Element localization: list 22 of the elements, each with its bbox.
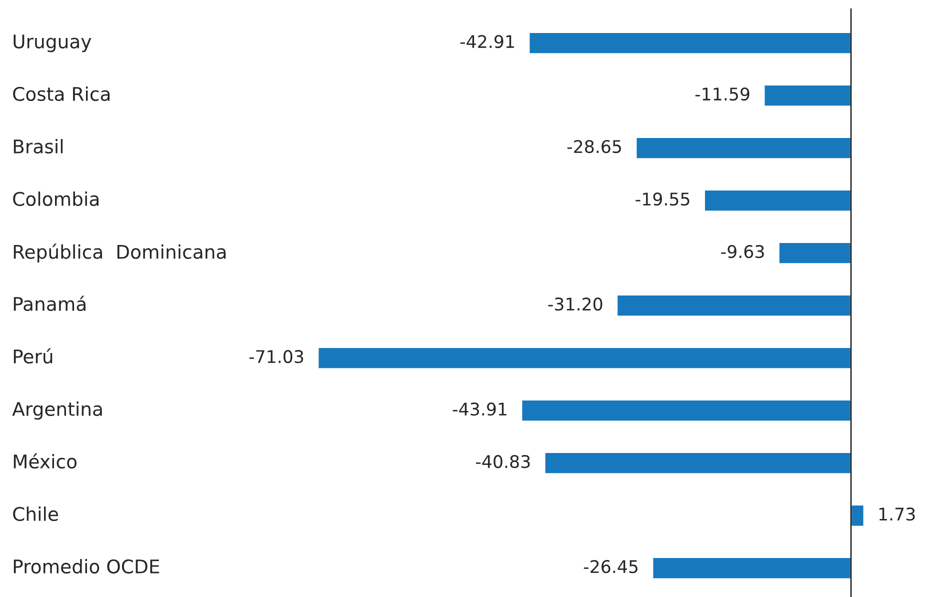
y-tick-label: Brasil	[14, 139, 63, 154]
y-tick-label: Costa Rica	[13, 86, 110, 102]
y-tick-label: Uruguay	[14, 34, 92, 52]
y-tick-label: México	[14, 453, 77, 469]
data-label: -31.20	[548, 298, 602, 311]
y-tick-label: Chile	[13, 506, 58, 522]
data-label: -28.65	[567, 140, 621, 154]
y-tick-label: Panamá	[14, 296, 86, 312]
y-tick-label: Perú	[14, 348, 52, 364]
y-tick-label: Colombia	[13, 192, 98, 206]
data-label: -43.91	[452, 402, 506, 416]
y-tick-label: República Dominicana	[14, 244, 226, 263]
y-tick-label: Promedio OCDE	[14, 559, 160, 574]
data-label: -11.59	[695, 87, 750, 101]
y-tick-label: Argentina	[12, 402, 102, 420]
data-label: -42.91	[460, 34, 514, 48]
data-label: -71.03	[249, 350, 304, 364]
data-label: -26.45	[584, 560, 638, 574]
data-label: -40.83	[476, 455, 530, 468]
data-label: -19.55	[636, 192, 690, 206]
data-label: -9.63	[721, 245, 764, 258]
data-label: 1.73	[879, 508, 915, 521]
